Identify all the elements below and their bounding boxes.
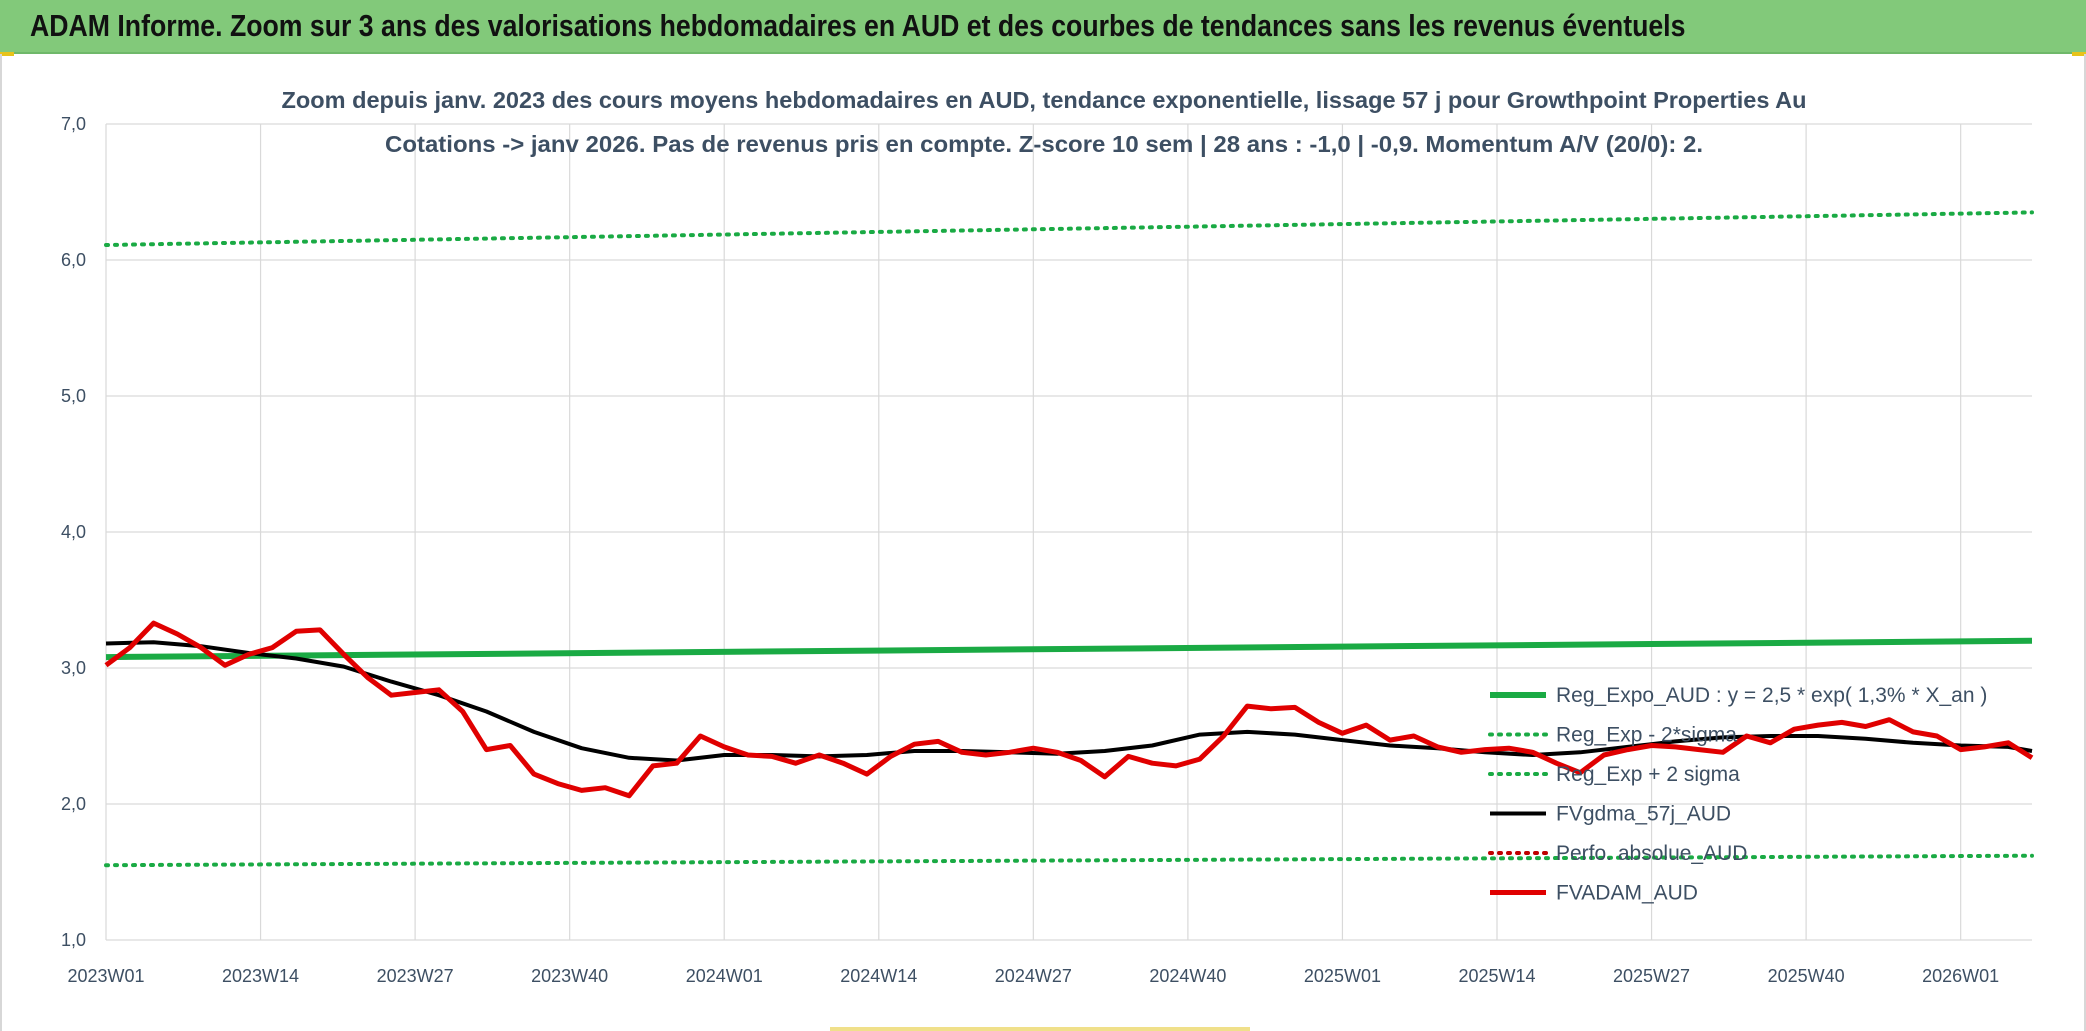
x-tick-label: 2024W14 <box>840 966 917 986</box>
x-tick-label: 2023W40 <box>531 966 608 986</box>
x-tick-label: 2024W01 <box>686 966 763 986</box>
legend-label: FVgdma_57j_AUD <box>1556 803 1731 826</box>
frame-border-left <box>0 54 2 1031</box>
series-line-5 <box>104 620 2034 799</box>
x-tick-label: 2023W01 <box>67 966 144 986</box>
x-tick-label: 2025W27 <box>1613 966 1690 986</box>
chart-grid <box>105 123 2032 941</box>
corner-accent-right <box>2072 52 2086 56</box>
x-tick-label: 2025W01 <box>1304 966 1381 986</box>
legend-label: FVADAM_AUD <box>1556 882 1698 905</box>
y-tick-label: 5,0 <box>61 386 86 406</box>
x-tick-label: 2023W27 <box>377 966 454 986</box>
report-banner: ADAM Informe. Zoom sur 3 ans des valoris… <box>0 0 2086 54</box>
series-line-0 <box>105 637 2033 661</box>
corner-accent-left <box>0 52 14 56</box>
chart-subtitle: Cotations -> janv 2026. Pas de revenus p… <box>385 131 1703 157</box>
x-axis-ticks: 2023W01 2023W14 2023W27 2023W40 2024W01 2024W… <box>67 966 1999 986</box>
series-line-2 <box>104 210 2034 247</box>
frame-border-right <box>2084 54 2086 1031</box>
series-line-1 <box>104 853 2034 868</box>
legend-label: Perfo. absolue_AUD <box>1556 842 1747 865</box>
chart-legend: Reg_Expo_AUD : y = 2,5 * exp( 1,3% * X_a… <box>1488 684 1987 905</box>
chart-title: Zoom depuis janv. 2023 des cours moyens … <box>282 87 1807 113</box>
x-tick-label: 2026W01 <box>1922 966 1999 986</box>
y-tick-label: 6,0 <box>61 250 86 270</box>
legend-label: Reg_Exp + 2 sigma <box>1556 763 1740 786</box>
report-title: ADAM Informe. Zoom sur 3 ans des valoris… <box>30 8 1686 43</box>
x-tick-label: 2025W14 <box>1458 966 1535 986</box>
y-tick-label: 4,0 <box>61 522 86 542</box>
y-tick-label: 3,0 <box>61 658 86 678</box>
bottom-accent <box>830 1027 1250 1031</box>
y-tick-label: 2,0 <box>61 794 86 814</box>
y-axis-ticks: 7,0 6,0 5,0 4,0 3,0 2,0 1,0 <box>61 114 86 950</box>
y-tick-label: 7,0 <box>61 114 86 134</box>
x-tick-label: 2023W14 <box>222 966 299 986</box>
legend-label: Reg_Expo_AUD : y = 2,5 * exp( 1,3% * X_a… <box>1556 684 1987 707</box>
legend-label: Reg_Exp - 2*sigma <box>1556 724 1737 747</box>
chart-series <box>104 210 2034 868</box>
y-tick-label: 1,0 <box>61 930 86 950</box>
x-tick-label: 2024W27 <box>995 966 1072 986</box>
x-tick-label: 2024W40 <box>1149 966 1226 986</box>
x-tick-label: 2025W40 <box>1768 966 1845 986</box>
